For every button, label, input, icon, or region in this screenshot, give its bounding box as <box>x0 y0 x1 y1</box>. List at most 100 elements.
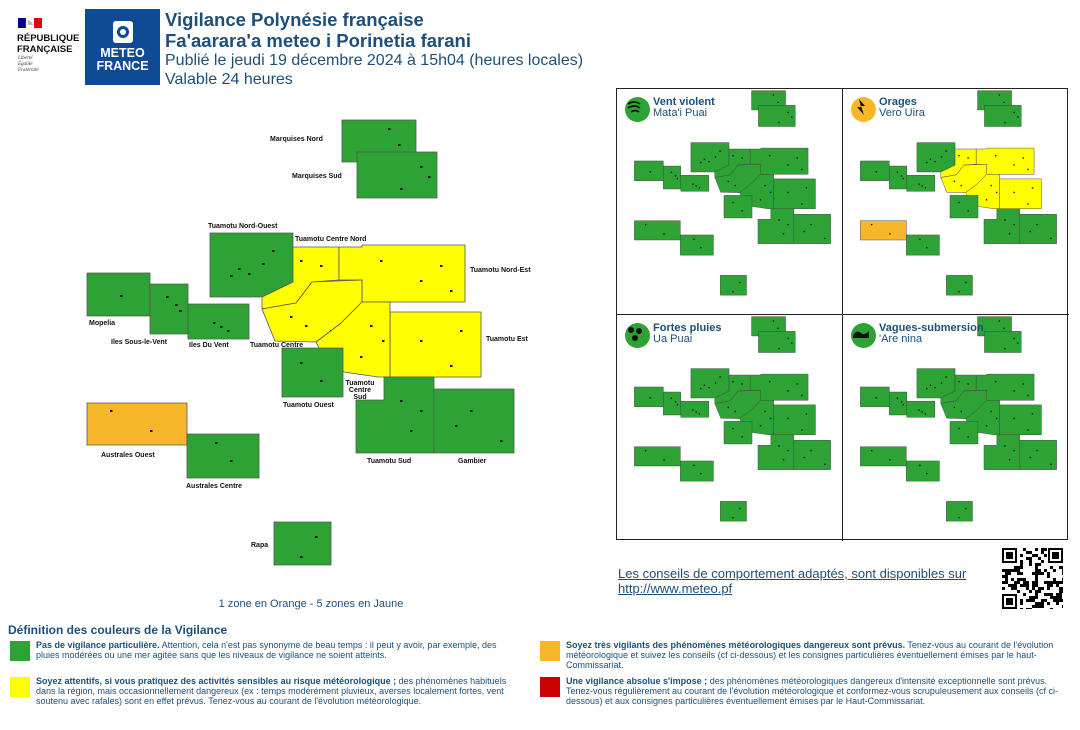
mini-zone-iles-sous-le-vent[interactable] <box>663 165 682 190</box>
mini-zone-mopelia[interactable] <box>634 160 664 181</box>
island-speck <box>778 445 780 447</box>
island-speck <box>400 188 403 190</box>
phenomenon-map <box>634 90 831 296</box>
mini-zone-iles-du-vent[interactable] <box>906 174 936 192</box>
mini-zone-iles-du-vent[interactable] <box>680 174 710 192</box>
zone-rapa[interactable] <box>273 521 332 566</box>
island-speck <box>315 536 318 538</box>
legend-green-bold: Pas de vigilance particulière. <box>36 640 160 650</box>
zone-australes-centre[interactable] <box>186 433 260 479</box>
green-swatch <box>10 641 30 661</box>
island-speck <box>230 460 233 462</box>
published-date: Publié le jeudi 19 décembre 2024 à 15h04… <box>165 52 584 69</box>
island-speck <box>741 436 743 438</box>
zone-mopelia[interactable] <box>86 272 151 317</box>
mini-zone-rapa[interactable] <box>720 501 747 522</box>
mini-zone-tuamotu-est[interactable] <box>999 178 1042 209</box>
mini-zone-tuamotu-est[interactable] <box>773 404 816 435</box>
mini-zone-australes-centre[interactable] <box>680 234 714 256</box>
mini-zone-tuamotu-ouest[interactable] <box>949 421 979 445</box>
zone-gambier[interactable] <box>433 388 515 454</box>
mini-zone-tuamotu-nord-ouest[interactable] <box>690 368 730 399</box>
mini-zone-australes-ouest[interactable] <box>634 446 681 467</box>
mini-zone-iles-sous-le-vent[interactable] <box>663 391 682 416</box>
island-speck <box>803 456 805 459</box>
zone-marquises-sud[interactable] <box>356 151 438 199</box>
zone-tuamotu-ouest[interactable] <box>281 347 344 398</box>
zone-label-iles-du-vent: Iles Du Vent <box>189 342 229 349</box>
island-speck <box>708 386 710 389</box>
mini-zone-tuamotu-sud[interactable] <box>983 208 1021 244</box>
advice-link[interactable]: Les conseils de comportement adaptés, so… <box>618 566 988 596</box>
island-speck <box>995 380 997 383</box>
island-speck <box>769 154 771 157</box>
mini-zone-tuamotu-ouest[interactable] <box>723 195 753 219</box>
zone-iles-sous-le-vent[interactable] <box>149 283 189 335</box>
island-speck <box>695 185 697 187</box>
island-speck <box>900 175 903 177</box>
mini-zone-gambier[interactable] <box>1019 440 1057 470</box>
mini-zone-tuamotu-nord-ouest[interactable] <box>916 142 956 173</box>
mini-zone-australes-centre[interactable] <box>906 460 940 482</box>
island-speck <box>967 157 969 159</box>
island-speck <box>787 449 789 452</box>
mini-zone-tuamotu-ouest[interactable] <box>949 195 979 219</box>
island-speck <box>940 156 943 158</box>
zone-tuamotu-nord-ouest[interactable] <box>209 232 294 298</box>
island-speck <box>248 273 251 275</box>
island-speck <box>778 347 780 350</box>
mini-zone-australes-centre[interactable] <box>906 234 940 256</box>
mini-zone-iles-sous-le-vent[interactable] <box>889 165 908 190</box>
island-speck <box>824 237 826 240</box>
mini-zone-rapa[interactable] <box>946 501 973 522</box>
island-speck <box>958 154 960 157</box>
mini-zone-iles-du-vent[interactable] <box>906 400 936 418</box>
mini-zone-marquises-sud[interactable] <box>758 331 796 353</box>
mini-zone-mopelia[interactable] <box>860 386 890 407</box>
zone-tuamotu-est[interactable] <box>389 311 482 378</box>
mini-zone-tuamotu-nord-ouest[interactable] <box>690 142 730 173</box>
zone-tuamotu-sud[interactable] <box>355 376 435 454</box>
mini-zone-australes-centre[interactable] <box>680 460 714 482</box>
mini-zone-tuamotu-nord-ouest[interactable] <box>916 368 956 399</box>
island-speck <box>732 517 734 519</box>
mini-zone-marquises-sud[interactable] <box>758 105 796 127</box>
mini-zone-marquises-sud[interactable] <box>984 331 1022 353</box>
island-speck <box>990 410 992 413</box>
mini-zone-tuamotu-est[interactable] <box>773 178 816 209</box>
mini-zone-gambier[interactable] <box>793 214 831 244</box>
mini-zone-iles-sous-le-vent[interactable] <box>889 391 908 416</box>
mini-zone-rapa[interactable] <box>720 275 747 296</box>
mini-zone-australes-ouest[interactable] <box>860 220 907 241</box>
advice-url[interactable]: http://www.meteo.pf <box>618 581 733 596</box>
zone-australes-ouest[interactable] <box>86 402 188 446</box>
advice-text[interactable]: Les conseils de comportement adaptés, so… <box>618 566 967 581</box>
island-speck <box>769 191 772 194</box>
island-speck <box>791 116 793 118</box>
mini-zone-marquises-sud[interactable] <box>984 105 1022 127</box>
phenomenon-map <box>860 316 1057 522</box>
mini-zone-mopelia[interactable] <box>634 386 664 407</box>
island-speck <box>290 316 293 318</box>
mini-zone-tuamotu-sud[interactable] <box>757 208 795 244</box>
mini-zone-iles-du-vent[interactable] <box>680 400 710 418</box>
mini-zone-australes-ouest[interactable] <box>860 446 907 467</box>
mini-zone-gambier[interactable] <box>793 440 831 470</box>
island-speck <box>958 380 960 383</box>
phenomenon-title: Fortes pluies <box>653 322 722 334</box>
mini-zone-tuamotu-est[interactable] <box>999 404 1042 435</box>
legend-item-green: Pas de vigilance particulière. Attention… <box>10 640 515 661</box>
mini-zone-gambier[interactable] <box>1019 214 1057 244</box>
zone-label-marquises-sud: Marquises Sud <box>292 173 342 180</box>
mini-zone-mopelia[interactable] <box>860 160 890 181</box>
island-speck <box>921 411 923 413</box>
mini-zone-tuamotu-sud[interactable] <box>983 434 1021 470</box>
island-speck <box>1013 449 1015 452</box>
mini-zone-tuamotu-sud[interactable] <box>757 434 795 470</box>
zone-iles-du-vent[interactable] <box>187 303 250 340</box>
legend-item-yellow: Soyez attentifs, si vous pratiquez des a… <box>10 676 525 706</box>
mini-zone-australes-ouest[interactable] <box>634 220 681 241</box>
island-speck <box>380 260 383 262</box>
mini-zone-tuamotu-ouest[interactable] <box>723 421 753 445</box>
mini-zone-rapa[interactable] <box>946 275 973 296</box>
